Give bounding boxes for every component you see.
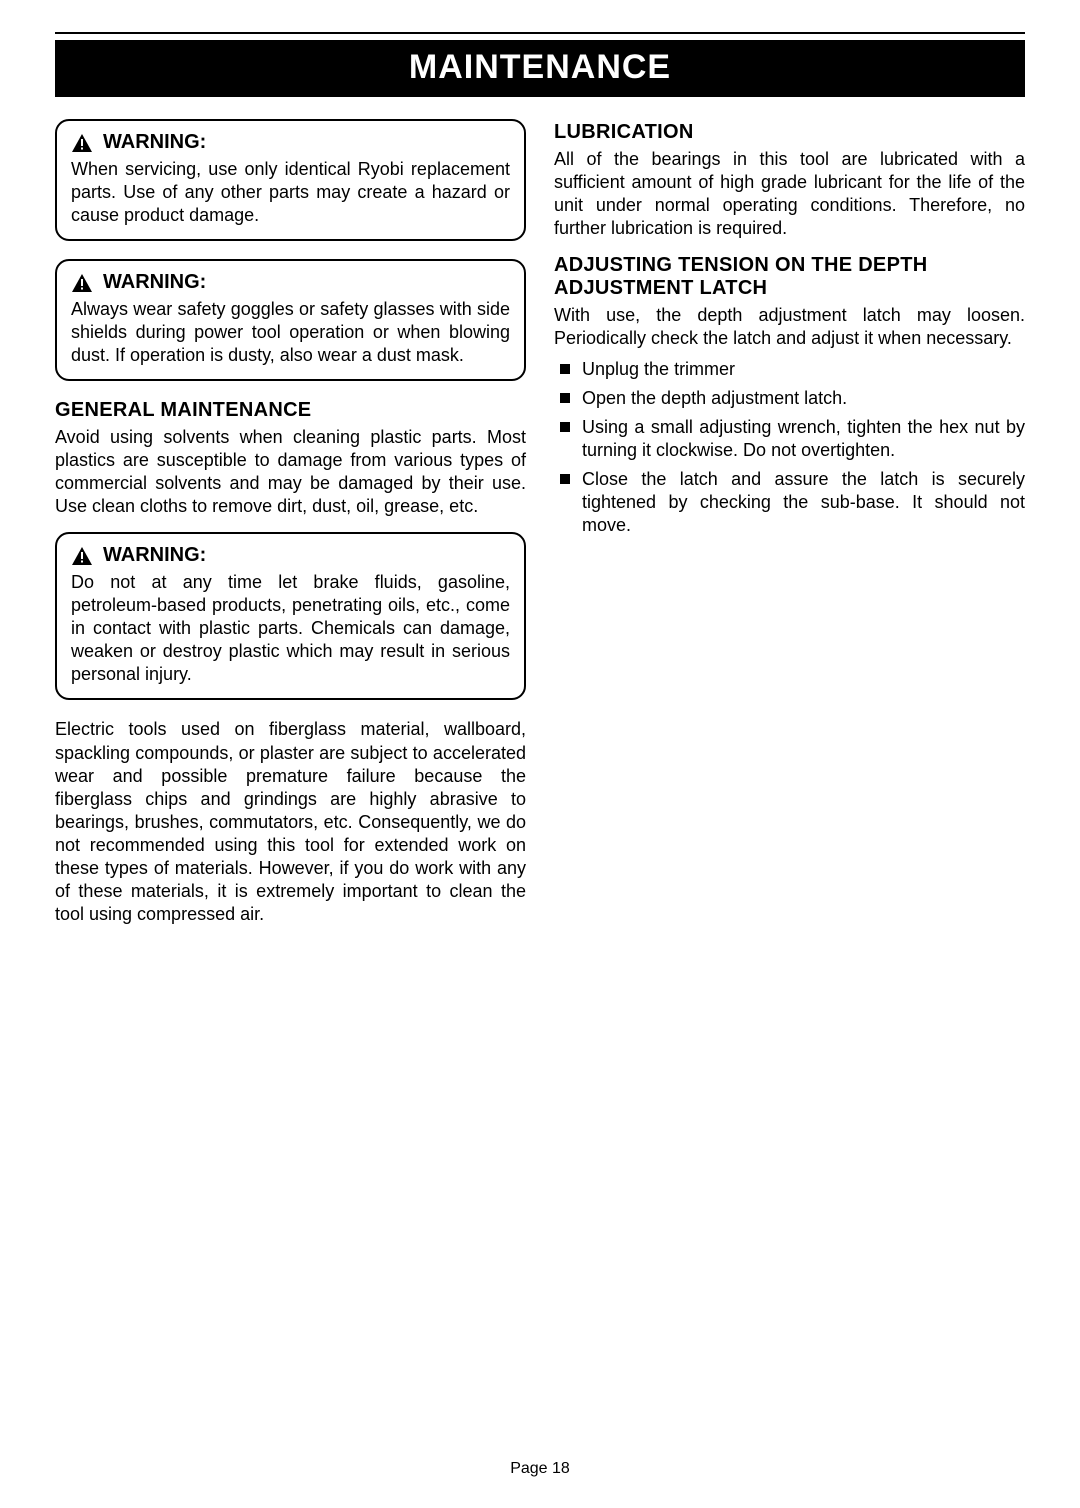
- warning-triangle-icon: [71, 546, 93, 566]
- warning-body: Do not at any time let brake fluids, gas…: [71, 571, 510, 686]
- paragraph-general-maintenance: Avoid using solvents when cleaning plast…: [55, 426, 526, 518]
- warning-heading: WARNING:: [71, 131, 510, 154]
- banner-title: MAINTENANCE: [409, 48, 671, 86]
- page-number: Page 18: [55, 1460, 1025, 1478]
- adjust-steps-list: Unplug the trimmer Open the depth adjust…: [554, 358, 1025, 537]
- list-item: Close the latch and assure the latch is …: [554, 468, 1025, 537]
- list-item: Unplug the trimmer: [554, 358, 1025, 381]
- paragraph-fiberglass: Electric tools used on fiberglass materi…: [55, 718, 526, 925]
- section-banner: MAINTENANCE: [55, 40, 1025, 97]
- list-item: Open the depth adjustment latch.: [554, 387, 1025, 410]
- left-column: WARNING: When servicing, use only identi…: [55, 119, 526, 940]
- warning-heading: WARNING:: [71, 271, 510, 294]
- heading-lubrication: LUBRICATION: [554, 121, 1025, 144]
- heading-adjusting-tension: ADJUSTING TENSION ON THE DEPTH ADJUSTMEN…: [554, 254, 1025, 300]
- warning-label: WARNING:: [103, 271, 206, 294]
- warning-label: WARNING:: [103, 544, 206, 567]
- warning-box-1: WARNING: When servicing, use only identi…: [55, 119, 526, 241]
- warning-label: WARNING:: [103, 131, 206, 154]
- warning-body: Always wear safety goggles or safety gla…: [71, 298, 510, 367]
- right-column: LUBRICATION All of the bearings in this …: [554, 119, 1025, 940]
- warning-triangle-icon: [71, 133, 93, 153]
- list-item: Using a small adjusting wrench, tighten …: [554, 416, 1025, 462]
- paragraph-adjust-intro: With use, the depth adjustment latch may…: [554, 304, 1025, 350]
- warning-box-3: WARNING: Do not at any time let brake fl…: [55, 532, 526, 700]
- paragraph-lubrication: All of the bearings in this tool are lub…: [554, 148, 1025, 240]
- warning-box-2: WARNING: Always wear safety goggles or s…: [55, 259, 526, 381]
- warning-body: When servicing, use only identical Ryobi…: [71, 158, 510, 227]
- two-column-layout: WARNING: When servicing, use only identi…: [55, 119, 1025, 940]
- warning-heading: WARNING:: [71, 544, 510, 567]
- heading-general-maintenance: GENERAL MAINTENANCE: [55, 399, 526, 422]
- warning-triangle-icon: [71, 273, 93, 293]
